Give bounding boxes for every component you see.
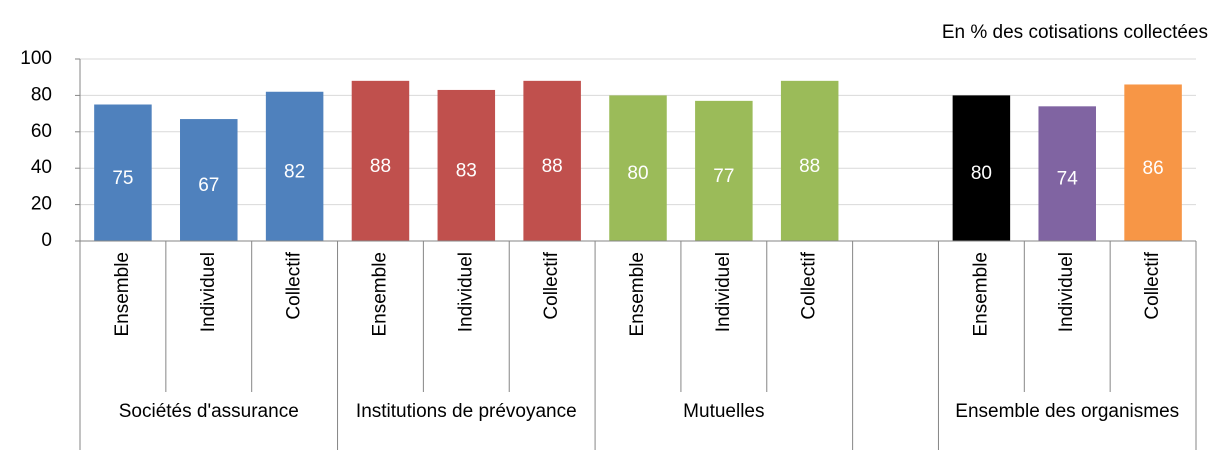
value-label: 80 bbox=[971, 163, 992, 184]
value-label: 82 bbox=[284, 161, 305, 182]
x-tick-label: Ensemble bbox=[627, 252, 648, 337]
value-label: 88 bbox=[542, 156, 563, 177]
bar bbox=[609, 95, 667, 242]
x-tick-label: Collectif bbox=[1142, 251, 1163, 319]
value-label: 80 bbox=[627, 163, 648, 184]
value-label: 77 bbox=[713, 166, 734, 187]
value-label: 74 bbox=[1057, 169, 1079, 190]
bar bbox=[695, 100, 753, 241]
x-tick-label: Individuel bbox=[713, 252, 734, 332]
y-tick-label: 0 bbox=[41, 230, 52, 251]
x-tick-label: Collectif bbox=[541, 251, 562, 319]
x-tick-label: Collectif bbox=[284, 251, 305, 319]
group-label: Mutuelles bbox=[683, 401, 764, 422]
bar bbox=[94, 104, 152, 241]
bar bbox=[437, 89, 496, 241]
x-tick-label: Individuel bbox=[455, 252, 476, 332]
value-label: 75 bbox=[112, 168, 133, 189]
y-tick-label: 100 bbox=[20, 48, 52, 69]
group-label: Institutions de prévoyance bbox=[356, 401, 577, 422]
value-label: 88 bbox=[370, 156, 391, 177]
bar bbox=[351, 80, 410, 241]
value-label: 86 bbox=[1143, 158, 1164, 179]
bar bbox=[780, 80, 839, 241]
y-tick-label: 80 bbox=[31, 84, 52, 105]
bar bbox=[1038, 106, 1096, 241]
y-tick-label: 20 bbox=[31, 194, 52, 215]
bar bbox=[523, 80, 581, 241]
bar bbox=[265, 91, 324, 241]
x-tick-label: Individuel bbox=[1056, 252, 1077, 332]
y-tick-label: 40 bbox=[31, 157, 52, 178]
bar bbox=[180, 119, 238, 241]
x-tick-label: Collectif bbox=[799, 251, 820, 319]
value-label: 67 bbox=[198, 175, 219, 196]
bar bbox=[1124, 84, 1182, 241]
value-label: 83 bbox=[456, 160, 477, 181]
group-label: Ensemble des organismes bbox=[955, 401, 1179, 422]
group-label: Sociétés d'assurance bbox=[119, 401, 299, 422]
x-tick-label: Ensemble bbox=[369, 252, 390, 337]
x-tick-label: Individuel bbox=[198, 252, 219, 332]
value-label: 88 bbox=[799, 156, 820, 177]
x-tick-label: Ensemble bbox=[970, 252, 991, 337]
chart-subtitle: En % des cotisations collectées bbox=[942, 22, 1208, 43]
y-tick-label: 60 bbox=[31, 121, 52, 142]
x-tick-label: Ensemble bbox=[112, 252, 133, 337]
bar bbox=[952, 95, 1011, 242]
